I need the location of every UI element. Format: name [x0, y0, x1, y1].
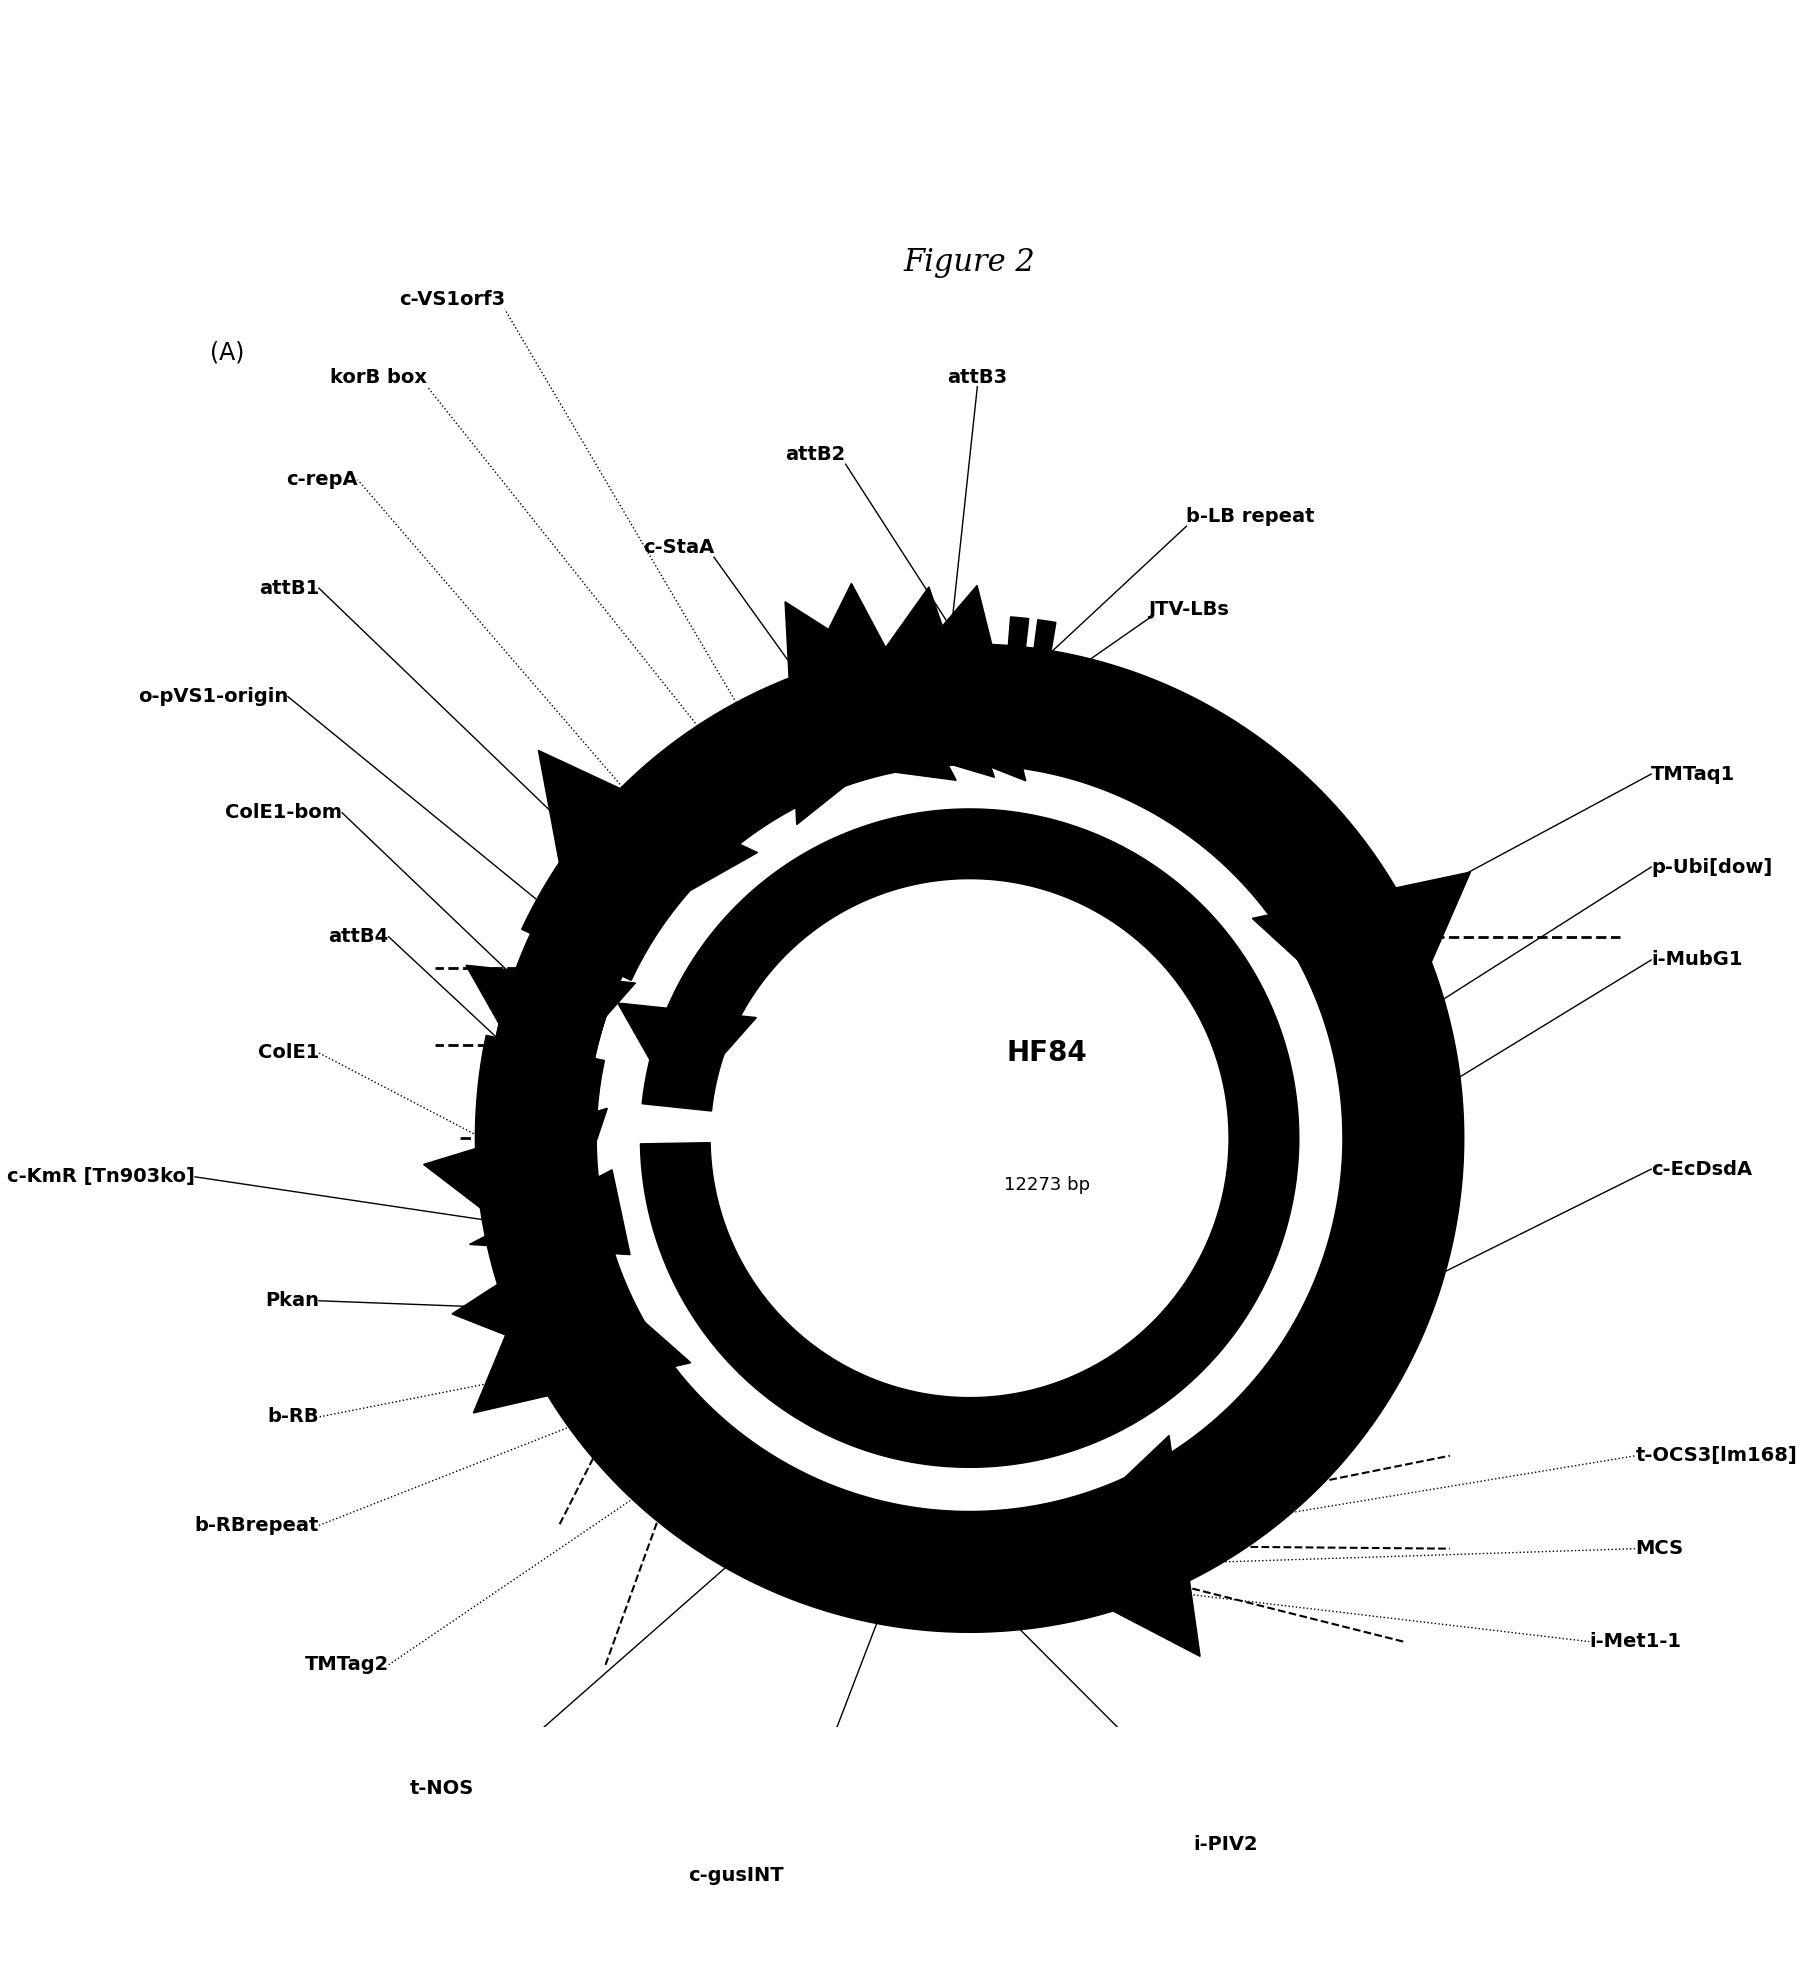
Text: attB3: attB3 [948, 367, 1008, 387]
Polygon shape [1029, 1436, 1199, 1656]
Polygon shape [765, 584, 957, 780]
Polygon shape [485, 653, 1454, 1623]
Text: attB2: attB2 [785, 445, 845, 465]
Text: t-OCS3[lm168]: t-OCS3[lm168] [1635, 1446, 1798, 1466]
Text: c-gusINT: c-gusINT [687, 1867, 783, 1885]
Polygon shape [785, 602, 946, 824]
Text: attB1: attB1 [259, 578, 318, 598]
Text: Pkan: Pkan [264, 1291, 318, 1311]
Text: TMTag2: TMTag2 [304, 1656, 389, 1674]
Text: c-StaA: c-StaA [642, 538, 715, 558]
Polygon shape [1252, 872, 1471, 1049]
Polygon shape [975, 653, 997, 755]
Polygon shape [1047, 659, 1449, 1061]
Polygon shape [488, 655, 1451, 1621]
Polygon shape [476, 643, 1463, 1632]
Text: o-pVS1-origin: o-pVS1-origin [137, 687, 288, 707]
Text: ColE1: ColE1 [257, 1043, 318, 1063]
Text: HF84: HF84 [1006, 1039, 1087, 1066]
Text: c-EcDsdA: c-EcDsdA [1652, 1160, 1753, 1178]
Text: attB4: attB4 [329, 927, 389, 945]
Polygon shape [1018, 620, 1056, 769]
Polygon shape [1022, 1172, 1458, 1623]
Polygon shape [1306, 1283, 1420, 1364]
Text: TMTaq1: TMTaq1 [1652, 765, 1735, 784]
Polygon shape [617, 1003, 756, 1108]
Polygon shape [423, 1108, 608, 1265]
Text: (A): (A) [210, 340, 244, 363]
Polygon shape [467, 965, 635, 1092]
Polygon shape [452, 1209, 613, 1374]
Text: p-Ubi[dow]: p-Ubi[dow] [1652, 858, 1773, 876]
Polygon shape [470, 1170, 630, 1255]
Polygon shape [778, 649, 950, 790]
Text: Figure 2: Figure 2 [904, 248, 1035, 278]
Text: t-NOS: t-NOS [409, 1779, 474, 1797]
Polygon shape [488, 655, 1451, 1621]
Polygon shape [829, 588, 995, 777]
Polygon shape [474, 1235, 691, 1412]
Text: JTV-LBs: JTV-LBs [1147, 600, 1228, 620]
Text: i-Met1-1: i-Met1-1 [1590, 1632, 1681, 1650]
Text: c-VS1orf3: c-VS1orf3 [398, 290, 505, 310]
Polygon shape [483, 649, 1460, 1629]
Polygon shape [611, 1396, 713, 1497]
Polygon shape [485, 653, 1454, 1623]
Polygon shape [1084, 1511, 1152, 1579]
Text: 12273 bp: 12273 bp [1004, 1176, 1091, 1194]
Polygon shape [999, 618, 1029, 765]
Polygon shape [494, 661, 1445, 1615]
Polygon shape [932, 649, 961, 761]
Text: c-repA: c-repA [286, 471, 358, 489]
Text: korB box: korB box [331, 367, 427, 387]
Text: i-MubG1: i-MubG1 [1652, 951, 1742, 969]
Text: ColE1-bom: ColE1-bom [224, 802, 342, 822]
Text: b-RBrepeat: b-RBrepeat [195, 1515, 318, 1535]
Polygon shape [865, 586, 1026, 780]
Text: b-LB repeat: b-LB repeat [1187, 506, 1315, 526]
Polygon shape [492, 1223, 892, 1617]
Text: MCS: MCS [1635, 1539, 1684, 1559]
Polygon shape [539, 751, 758, 955]
Text: c-KmR [Tn903ko]: c-KmR [Tn903ko] [7, 1168, 195, 1186]
Text: b-RB: b-RB [268, 1408, 318, 1426]
Text: i-PIV2: i-PIV2 [1192, 1835, 1257, 1855]
Polygon shape [640, 808, 1299, 1468]
